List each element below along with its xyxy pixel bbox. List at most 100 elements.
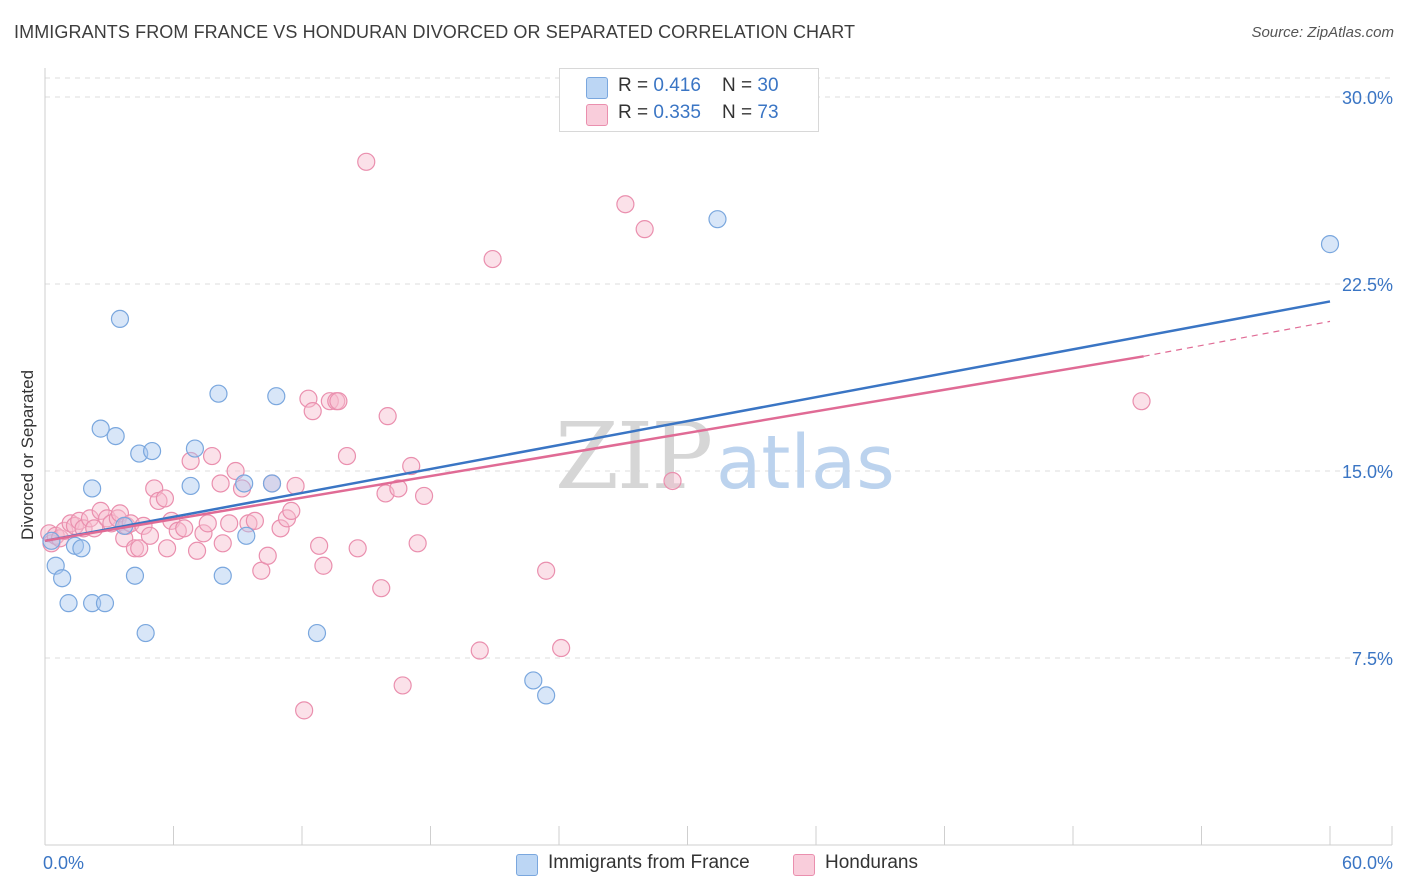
y-tick-label: 7.5%	[1352, 649, 1393, 669]
trend-line-hondurans	[44, 355, 1144, 543]
data-point-hondurans	[91, 501, 110, 520]
x-tick-label-max: 60.0%	[1342, 853, 1393, 873]
data-point-france	[59, 594, 78, 613]
data-point-hondurans	[130, 539, 149, 558]
data-point-france	[262, 474, 282, 493]
data-point-hondurans	[187, 541, 207, 560]
data-point-hondurans	[348, 539, 367, 558]
data-point-hondurans	[663, 471, 682, 491]
stats-legend: R = 0.416 N = 30 R = 0.335 N = 73	[559, 68, 819, 132]
data-point-france	[106, 426, 125, 446]
data-point-hondurans	[55, 521, 74, 540]
data-point-france	[237, 526, 256, 545]
legend-swatch-hondurans	[793, 854, 815, 876]
data-point-france	[708, 210, 727, 229]
data-point-france	[267, 387, 286, 406]
data-point-hondurans	[175, 519, 194, 538]
data-point-france	[235, 474, 254, 493]
source-label: Source: ZipAtlas.com	[1251, 24, 1394, 41]
data-point-france	[142, 441, 162, 461]
y-tick-label: 15.0%	[1342, 462, 1393, 482]
data-point-hondurans	[220, 514, 239, 533]
watermark: ZIP atlas	[555, 403, 895, 510]
legend-label-hondurans: Hondurans	[825, 852, 918, 873]
watermark-zip: ZIP	[555, 403, 711, 510]
data-point-hondurans	[194, 524, 213, 543]
data-point-france	[1320, 235, 1340, 254]
data-point-hondurans	[389, 479, 408, 498]
data-point-hondurans	[157, 539, 177, 558]
data-point-france	[209, 384, 228, 403]
watermark-atlas: atlas	[716, 420, 895, 506]
chart-title: IMMIGRANTS FROM FRANCE VS HONDURAN DIVOR…	[14, 22, 856, 42]
data-point-hondurans	[258, 546, 277, 565]
data-point-france	[185, 439, 205, 458]
data-point-france	[53, 569, 72, 588]
data-point-hondurans	[282, 501, 301, 520]
r-label: R =	[618, 75, 654, 96]
data-point-hondurans	[483, 249, 502, 269]
trend-lines	[44, 300, 1331, 543]
data-point-hondurans	[213, 534, 232, 553]
data-point-hondurans	[202, 446, 222, 466]
data-point-france	[213, 566, 232, 585]
data-point-hondurans	[378, 407, 397, 426]
data-point-hondurans	[310, 536, 329, 555]
legend-label-france: Immigrants from France	[548, 852, 750, 873]
n-label: N =	[722, 102, 758, 123]
data-point-hondurans	[357, 152, 376, 171]
data-point-hondurans	[198, 514, 217, 533]
series-legend: Immigrants from France Hondurans	[0, 852, 1406, 876]
trend-line-france	[44, 300, 1331, 543]
data-point-hondurans	[408, 534, 427, 553]
data-point-hondurans	[271, 519, 290, 538]
y-tick-label: 22.5%	[1342, 275, 1393, 295]
trend-line-hondurans-extension	[1143, 320, 1331, 357]
data-point-hondurans	[337, 446, 357, 466]
data-point-hondurans	[616, 195, 635, 214]
data-point-france	[136, 623, 155, 643]
data-point-hondurans	[1132, 392, 1151, 411]
data-point-hondurans	[245, 511, 264, 530]
n-value: 73	[757, 102, 779, 123]
data-point-france	[307, 623, 327, 643]
data-point-hondurans	[314, 556, 333, 575]
x-tick-label-min: 0.0%	[43, 853, 84, 873]
y-tick-labels: 7.5% 15.0% 22.5% 30.0%	[1342, 88, 1393, 669]
x-tick-labels: 0.0% 60.0%	[43, 853, 1393, 873]
data-point-hondurans	[226, 461, 245, 481]
data-point-france	[72, 539, 91, 558]
data-point-hondurans	[252, 561, 271, 580]
data-point-hondurans	[295, 701, 314, 720]
data-point-france	[524, 671, 543, 690]
data-point-hondurans	[537, 561, 556, 580]
data-point-france	[110, 309, 130, 329]
data-point-france	[83, 594, 102, 613]
n-label: N =	[722, 75, 758, 96]
data-point-hondurans	[372, 579, 391, 598]
data-point-hondurans	[393, 676, 412, 695]
data-point-hondurans	[155, 489, 175, 508]
series-hondurans-points	[40, 152, 1151, 720]
y-tick-label: 30.0%	[1342, 88, 1393, 108]
gridlines	[45, 77, 1392, 659]
r-value: 0.335	[653, 102, 701, 123]
data-point-hondurans	[125, 539, 145, 558]
legend-swatch-france	[586, 77, 608, 99]
data-point-france	[181, 476, 200, 496]
data-point-hondurans	[414, 486, 434, 506]
data-point-hondurans	[303, 402, 322, 421]
data-point-hondurans	[329, 392, 348, 411]
axes	[44, 68, 1393, 846]
data-point-france	[83, 479, 102, 498]
data-point-hondurans	[635, 220, 654, 239]
legend-swatch-hondurans	[586, 104, 608, 126]
data-point-hondurans	[140, 526, 160, 545]
data-point-hondurans	[211, 474, 230, 493]
legend-swatch-france	[516, 854, 538, 876]
y-axis-label: Divorced or Separated	[18, 369, 37, 541]
r-label: R =	[618, 102, 654, 123]
series-france-points	[42, 210, 1340, 705]
n-value: 30	[757, 75, 779, 96]
